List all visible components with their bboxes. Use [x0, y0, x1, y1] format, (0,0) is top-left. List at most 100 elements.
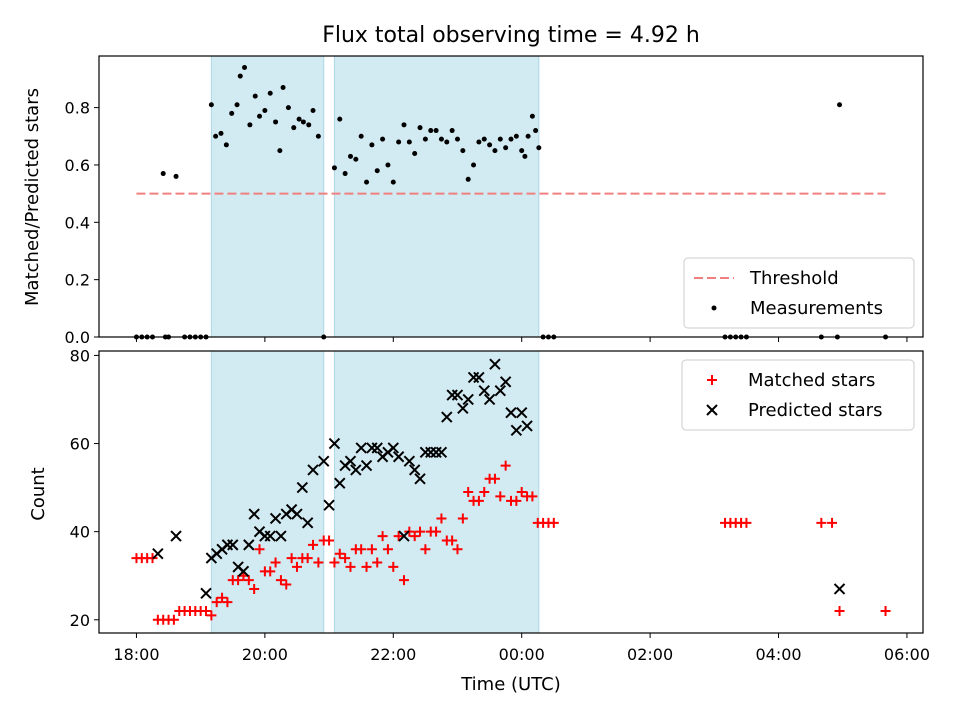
measurement-point: [385, 162, 391, 168]
predicted-stars-point: [478, 384, 490, 397]
matched-stars-point: [415, 526, 426, 537]
top-y-tick-label: 0.6: [65, 156, 90, 175]
measurement-point: [536, 145, 542, 151]
top-shaded-interval-0: [210, 55, 325, 338]
measurement-point: [277, 148, 283, 154]
matched-stars-point: [222, 597, 233, 608]
predicted-stars-point: [414, 473, 426, 485]
measurement-point: [358, 133, 364, 139]
x-tick-label: 22:00: [370, 645, 416, 664]
measurement-point: [837, 102, 843, 108]
matched-stars-point: [377, 531, 388, 542]
measurement-point: [310, 107, 316, 113]
measurement-point: [533, 128, 539, 134]
measurement-point: [208, 102, 214, 108]
predicted-stars-point: [334, 477, 346, 489]
measurement-point: [374, 168, 380, 174]
matched-stars-point: [345, 561, 356, 572]
matched-stars-point: [206, 610, 217, 621]
measurement-point: [519, 148, 525, 154]
measurement-point: [396, 139, 402, 145]
predicted-stars-point: [355, 442, 367, 454]
bottom-y-tick-label: 20: [70, 611, 90, 630]
matched-stars-point: [265, 566, 276, 577]
measurement-point: [173, 173, 179, 179]
measurement-point: [460, 148, 466, 154]
legend-predicted-marker: [706, 404, 718, 416]
legend-label: Matched stars: [748, 370, 875, 391]
measurement-point: [390, 179, 396, 185]
measurement-point: [285, 105, 291, 111]
measurement-point: [513, 133, 519, 139]
top-y-tick-label: 0.2: [65, 271, 90, 290]
x-tick-label: 06:00: [884, 645, 930, 664]
measurement-point: [508, 136, 514, 142]
matched-stars-point: [431, 526, 442, 537]
measurement-point: [529, 113, 535, 119]
matched-stars-point: [516, 487, 527, 497]
predicted-stars-point: [291, 508, 303, 520]
legend-matched-marker: [707, 375, 717, 385]
measurement-point: [237, 73, 243, 79]
matched-stars-point: [388, 561, 399, 572]
predicted-stars-point: [237, 565, 250, 578]
predicted-stars-point: [473, 371, 485, 384]
predicted-stars-point: [264, 530, 276, 542]
matched-stars-point: [329, 557, 340, 568]
predicted-stars-point: [296, 481, 309, 494]
predicted-stars-point: [307, 464, 319, 476]
matched-stars-point: [741, 517, 752, 528]
measurement-point: [229, 110, 235, 116]
legend-label: Predicted stars: [748, 400, 882, 421]
matched-stars-point: [313, 557, 324, 568]
legend-label: Measurements: [750, 298, 883, 319]
matched-stars-point: [463, 487, 474, 497]
predicted-stars-point: [269, 512, 282, 525]
bottom-y-axis-label: Count: [28, 467, 49, 520]
matched-stars-point: [409, 531, 420, 542]
measurement-point: [471, 162, 477, 168]
predicted-stars-point: [462, 393, 474, 406]
measurement-point: [417, 125, 423, 131]
predicted-stars-point: [301, 517, 314, 529]
measurement-point: [300, 119, 306, 125]
measurement-point: [280, 85, 286, 91]
top-shaded-interval-1: [333, 55, 540, 338]
predicted-stars-point: [360, 459, 373, 472]
x-tick-label: 02:00: [627, 645, 673, 664]
matched-stars-point: [340, 553, 351, 564]
measurement-point: [347, 153, 353, 159]
bottom-y-tick-label: 40: [70, 523, 90, 542]
predicted-stars-point: [328, 437, 341, 450]
matched-stars-point: [393, 531, 404, 542]
predicted-stars-point: [323, 499, 335, 511]
measurement-point: [296, 116, 302, 122]
bottom-shaded-interval-1: [333, 350, 540, 634]
x-tick-label: 04:00: [755, 645, 801, 664]
matched-stars-point: [827, 517, 838, 528]
matched-stars-point: [473, 495, 484, 506]
measurement-point: [252, 93, 258, 99]
measurement-point: [337, 116, 343, 122]
x-tick-label: 18:00: [113, 645, 159, 664]
matched-stars-point: [291, 561, 302, 572]
x-tick-label: 20:00: [242, 645, 288, 664]
matched-stars-point: [527, 491, 538, 502]
matched-stars-point: [168, 614, 179, 625]
predicted-stars-point: [521, 420, 533, 432]
matched-stars-point: [495, 491, 506, 502]
predicted-stars-point: [457, 402, 469, 414]
predicted-stars-point: [489, 358, 501, 370]
predicted-stars-point: [392, 451, 405, 463]
measurement-point: [234, 102, 240, 108]
matched-stars-point: [457, 513, 468, 524]
predicted-stars-point: [435, 446, 448, 459]
matched-stars-point: [324, 535, 335, 546]
chart-title: Flux total observing time = 4.92 h: [322, 23, 700, 48]
predicted-stars-point: [403, 455, 416, 467]
measurement-point: [213, 133, 219, 139]
measurement-point: [306, 122, 312, 128]
predicted-stars-point: [170, 530, 182, 542]
matched-stars-point: [420, 544, 431, 555]
